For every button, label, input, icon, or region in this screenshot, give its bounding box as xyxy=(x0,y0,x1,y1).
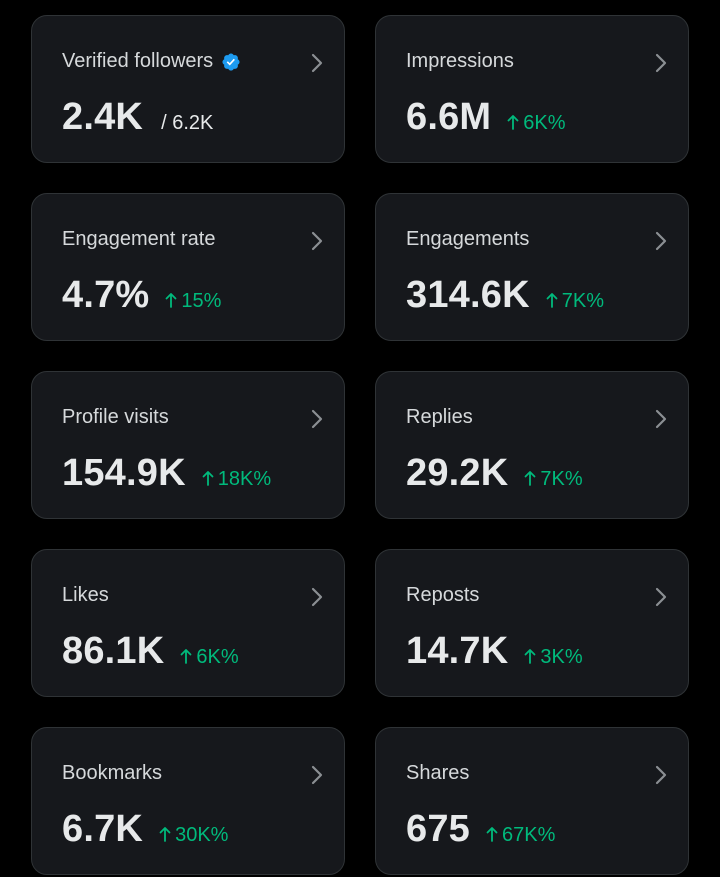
metric-card-replies[interactable]: Replies 29.2K 7K% xyxy=(375,371,689,519)
metric-value: 154.9K xyxy=(62,452,186,494)
arrow-up-icon xyxy=(181,649,192,664)
metric-card-engagement-rate[interactable]: Engagement rate 4.7% 15% xyxy=(31,193,345,341)
metric-card-shares[interactable]: Shares 675 67K% xyxy=(375,727,689,875)
metric-value-row: 14.7K 3K% xyxy=(406,630,583,673)
metric-delta-value: 67K% xyxy=(502,824,556,846)
arrow-up-icon xyxy=(202,471,214,486)
metric-title: Reposts xyxy=(406,584,479,607)
chevron-right-icon xyxy=(311,53,323,73)
arrow-up-icon xyxy=(546,293,558,308)
metric-card-impressions[interactable]: Impressions 6.6M 6K% xyxy=(375,15,689,163)
metric-label: Likes xyxy=(62,584,109,606)
arrow-up-icon xyxy=(507,115,519,130)
verified-badge-icon xyxy=(222,52,240,71)
metric-value: 675 xyxy=(406,808,471,850)
chevron-right-icon xyxy=(655,409,667,429)
metric-label: Bookmarks xyxy=(62,762,163,784)
metric-value: 6.6M xyxy=(406,96,492,138)
metric-value: 2.4K xyxy=(62,96,144,138)
arrow-up-icon xyxy=(525,649,536,664)
metric-label: Reposts xyxy=(406,584,480,606)
metric-label: Shares xyxy=(406,762,470,784)
chevron-right-icon xyxy=(655,765,667,785)
metrics-grid: Verified followers 2.4K / 6.2K Impressio… xyxy=(31,15,689,875)
metric-delta: 7K% xyxy=(546,290,604,313)
metric-delta: 18K% xyxy=(202,468,271,491)
metric-delta: 7K% xyxy=(524,468,583,491)
metric-value-row: 86.1K 6K% xyxy=(62,630,239,673)
metric-value-row: 314.6K 7K% xyxy=(406,274,604,317)
metric-title: Verified followers xyxy=(62,50,241,73)
metric-title: Likes xyxy=(62,584,109,607)
chevron-right-icon xyxy=(311,409,323,429)
chevron-right-icon xyxy=(311,765,323,785)
metric-delta-value: 7K% xyxy=(561,290,604,312)
metric-card-engagements[interactable]: Engagements 314.6K 7K% xyxy=(375,193,689,341)
metric-label: Engagements xyxy=(406,228,530,250)
metric-title: Engagements xyxy=(406,228,529,251)
metric-label: Verified followers xyxy=(62,50,214,72)
chevron-right-icon xyxy=(655,231,667,251)
metric-delta-value: 6K% xyxy=(523,112,566,134)
chevron-right-icon xyxy=(655,53,667,73)
arrow-up-icon xyxy=(486,827,498,842)
arrow-up-icon xyxy=(166,293,177,308)
metric-label: Profile visits xyxy=(62,406,169,428)
metric-delta-value: 15% xyxy=(181,290,222,312)
metric-title: Profile visits xyxy=(62,406,169,429)
metric-delta: 3K% xyxy=(524,646,583,669)
chevron-right-icon xyxy=(655,587,667,607)
metric-value: 86.1K xyxy=(62,630,165,672)
metric-title: Shares xyxy=(406,762,469,785)
metric-card-profile-visits[interactable]: Profile visits 154.9K 18K% xyxy=(31,371,345,519)
metric-value: 29.2K xyxy=(406,452,509,494)
metric-total: / 6.2K xyxy=(161,112,214,134)
metric-value-row: 154.9K 18K% xyxy=(62,452,271,495)
metric-card-likes[interactable]: Likes 86.1K 6K% xyxy=(31,549,345,697)
metric-title: Replies xyxy=(406,406,473,429)
metric-value-row: 675 67K% xyxy=(406,808,555,851)
metric-delta: 30K% xyxy=(159,824,228,847)
metric-value-row: 6.7K 30K% xyxy=(62,808,228,851)
metric-delta-value: 30K% xyxy=(175,824,229,846)
metric-value-row: 4.7% 15% xyxy=(62,274,221,317)
metric-delta: 67K% xyxy=(486,824,555,847)
metric-title: Engagement rate xyxy=(62,228,215,251)
arrow-up-icon xyxy=(525,471,536,486)
metric-value-row: 29.2K 7K% xyxy=(406,452,583,495)
metric-value: 6.7K xyxy=(62,808,144,850)
metric-card-bookmarks[interactable]: Bookmarks 6.7K 30K% xyxy=(31,727,345,875)
metric-title: Impressions xyxy=(406,50,514,73)
metric-value: 14.7K xyxy=(406,630,509,672)
metric-value: 4.7% xyxy=(62,274,150,316)
chevron-right-icon xyxy=(311,587,323,607)
metric-delta: 15% xyxy=(165,290,221,313)
metric-delta-value: 18K% xyxy=(217,468,272,490)
metric-card-reposts[interactable]: Reposts 14.7K 3K% xyxy=(375,549,689,697)
metric-delta-value: 7K% xyxy=(540,468,583,490)
metric-label: Engagement rate xyxy=(62,228,216,250)
metric-value-row: 2.4K / 6.2K xyxy=(62,96,213,139)
arrow-up-icon xyxy=(159,827,171,842)
metric-value: 314.6K xyxy=(406,274,530,316)
metric-card-verified-followers[interactable]: Verified followers 2.4K / 6.2K xyxy=(31,15,345,163)
metric-label: Replies xyxy=(406,406,473,428)
metric-delta-value: 3K% xyxy=(540,646,583,668)
metric-delta-value: 6K% xyxy=(196,646,239,668)
metric-value-row: 6.6M 6K% xyxy=(406,96,566,139)
metric-delta: 6K% xyxy=(180,646,239,669)
metric-title: Bookmarks xyxy=(62,762,162,785)
chevron-right-icon xyxy=(311,231,323,251)
metric-label: Impressions xyxy=(406,50,514,72)
metric-delta: 6K% xyxy=(507,112,566,135)
